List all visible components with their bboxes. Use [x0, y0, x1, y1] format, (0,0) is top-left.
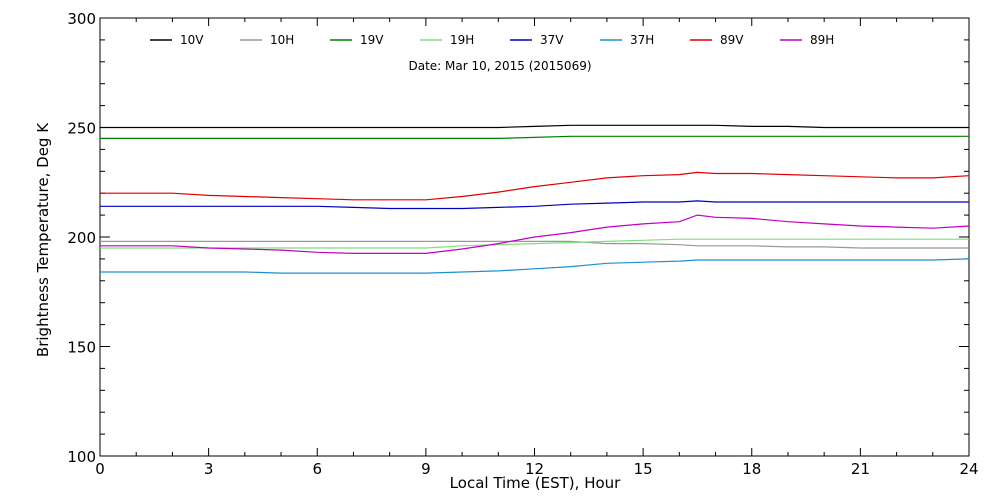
legend-label: 19H	[450, 33, 474, 47]
y-tick-label: 250	[67, 120, 96, 138]
x-tick-label: 6	[312, 460, 322, 478]
series-line-37v	[100, 200, 969, 210]
x-tick-label: 12	[525, 460, 544, 478]
legend: 10V 10H 19V 19H 37V 37H 89V 89H	[150, 33, 834, 47]
series-line-10h	[100, 240, 969, 249]
x-axis-label: Local Time (EST), Hour	[450, 474, 621, 492]
x-tick-label: 3	[204, 460, 214, 478]
series-line-19v	[100, 135, 969, 139]
x-tick-label: 21	[851, 460, 870, 478]
x-tick-label: 15	[634, 460, 653, 478]
legend-label: 89H	[810, 33, 834, 47]
x-tick-label: 0	[95, 460, 105, 478]
legend-label: 37H	[630, 33, 654, 47]
series-line-37h	[100, 258, 970, 274]
y-tick-label: 300	[67, 10, 96, 28]
series-lines	[100, 124, 970, 274]
x-tick-label: 24	[959, 460, 978, 478]
series-line-10v	[100, 124, 969, 129]
legend-label: 37V	[540, 33, 564, 47]
y-tick-label: 100	[67, 448, 96, 466]
chart-title: Date: Mar 10, 2015 (2015069)	[408, 59, 591, 73]
legend-label: 89V	[720, 33, 744, 47]
axis-ticks	[99, 17, 970, 457]
y-tick-label: 150	[67, 339, 96, 357]
x-tick-label: 9	[421, 460, 431, 478]
legend-label: 10H	[270, 33, 294, 47]
legend-label: 10V	[180, 33, 204, 47]
y-axis-label: Brightness Temperature, Deg K	[34, 122, 52, 357]
axis-tick-labels: 0 3 6 9 12 15 18 21 24 100 150 200 250 300	[67, 10, 978, 478]
series-line-89h	[100, 214, 970, 254]
y-tick-label: 200	[67, 229, 96, 247]
series-line-19h	[100, 238, 969, 249]
series-line-89v	[100, 171, 970, 201]
legend-label: 19V	[360, 33, 384, 47]
x-tick-label: 18	[742, 460, 761, 478]
